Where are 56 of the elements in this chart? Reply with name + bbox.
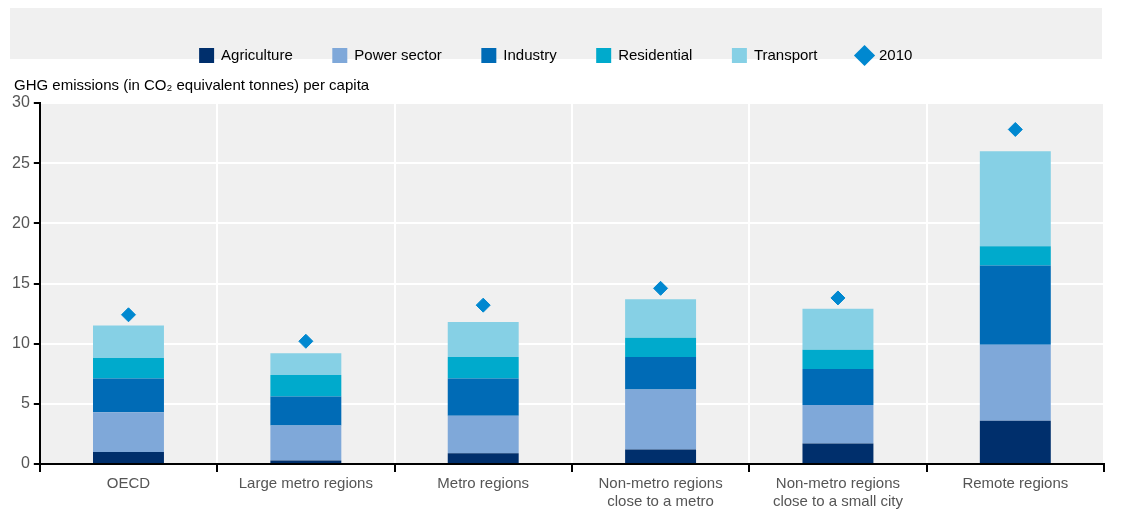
bar [802,349,874,369]
bar [802,443,874,463]
bar [447,378,519,416]
bar [625,389,697,450]
y-tick-label: 5 [20,394,30,412]
x-tick-label: Remote regions [962,474,1069,492]
y-tick-label: 30 [12,93,30,111]
bar [447,415,519,454]
bar [979,344,1051,421]
x-tick-label: Metro regions [437,474,530,492]
bar [270,425,342,461]
bar [270,374,342,397]
point [1007,121,1023,137]
legend-label: Residential [618,45,693,63]
bar [802,308,874,350]
bar [979,420,1051,463]
legend-label: Transport [753,45,819,63]
point [298,333,314,349]
bar [979,151,1051,247]
bar [93,412,164,452]
legend-label: Power sector [354,45,442,63]
point [120,307,136,323]
y-tick-label: 20 [12,213,30,231]
bar [93,378,164,413]
point [475,297,491,313]
y-axis-title: GHG emissions (in CO₂ equivalent tonnes) per capita [14,75,370,93]
bar [93,358,164,379]
x-tick-label: Non-metro regions close to a metro [598,474,723,510]
y-tick-label: 25 [12,153,30,171]
point [653,280,669,296]
bar [979,246,1051,266]
point [830,290,846,306]
bar [802,368,874,406]
x-tick-label: Large metro regions [238,474,373,492]
bar [625,356,697,390]
bar [270,460,342,463]
bar [93,451,164,463]
y-tick-label: 15 [12,273,30,291]
bar [979,265,1051,345]
bar [625,337,697,357]
y-tick-label: 10 [12,334,30,352]
x-tick-label: OECD [106,474,151,492]
bar [93,325,164,359]
bar [447,453,519,463]
bar [625,449,697,463]
bar [625,299,697,338]
y-tick-label: 0 [20,454,30,472]
legend-label: 2010 [879,45,913,63]
bar [447,356,519,379]
legend-label: Agriculture [221,45,293,63]
bar [802,405,874,444]
bar [270,353,342,375]
bar [270,396,342,426]
bar [447,322,519,357]
legend-label: Industry [503,45,558,63]
x-tick-label: Non-metro regions close to a small city [772,474,904,510]
